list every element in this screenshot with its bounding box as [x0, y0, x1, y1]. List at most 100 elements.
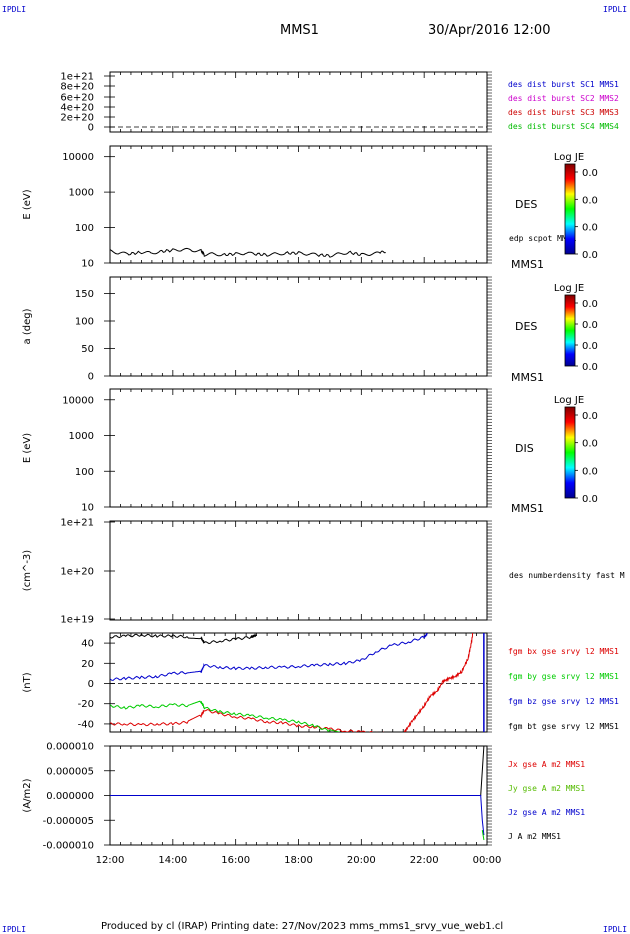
panel-7: 0.000010 0.000005 0.000000 -0.000005 -0.0000… — [22, 742, 585, 867]
panel-4-side-label: DIS — [515, 442, 534, 455]
panel-1-legend-entry: des dist burst SC3 MMS3 — [508, 108, 619, 117]
panel-6-y-tick-label: 20 — [81, 659, 94, 670]
panel-4-colorbar-tick-label: 0.0 — [582, 411, 598, 422]
panel-6-legend-entry: fgm bt gse srvy l2 MMS1 — [508, 722, 619, 731]
panel-1-y-tick-label: 6e+20 — [60, 93, 94, 104]
panel-6-legend-entry: fgm bx gse srvy l2 MMS1 — [508, 647, 619, 656]
panel-3-colorbar-tick-label: 0.0 — [582, 320, 598, 331]
panel-3-colorbar-title: Log JE — [554, 283, 584, 294]
panel-3-bottom-label: MMS1 — [511, 371, 544, 384]
panel-5: 1e+21 1e+20 1e+19 (cm^-3) des numberdensity … — [22, 518, 625, 626]
panel-6-y-tick-label: -40 — [78, 719, 94, 730]
panel-2-colorbar-tick-label: 0.0 — [582, 168, 598, 179]
x-tick-label: 20:00 — [347, 855, 376, 866]
panel-1-legend-entry: des dist burst SC2 MMS2 — [508, 94, 619, 103]
panel-2-overlay-legend: edp scpot MMS1 — [509, 234, 577, 243]
panel-7-legend-entry: J A m2 MMS1 — [508, 832, 561, 841]
panel-7-legend-entry: Jy gse A m2 MMS1 — [508, 784, 585, 793]
panel-7-series-0 — [110, 745, 485, 796]
panel-7-y-tick-label: 0.000000 — [46, 791, 94, 802]
panel-4-colorbar-title: Log JE — [554, 395, 584, 406]
panel-3-y-tick-label: 100 — [75, 317, 94, 328]
panel-6-series-1 — [110, 700, 341, 732]
panel-7-legend-entry: Jz gse A m2 MMS1 — [508, 808, 585, 817]
panel-2-colorbar-bar — [564, 163, 576, 255]
panel-7-y-tick-label: -0.000005 — [43, 816, 94, 827]
panel-1-y-tick-label: 2e+20 — [60, 113, 94, 124]
panel-7-legend-entry: Jx gse A m2 MMS1 — [508, 760, 585, 769]
panel-4-colorbar-bar — [564, 406, 576, 499]
panel-6-series-3 — [110, 633, 257, 645]
panel-5-legend-entry: des numberdensity fast M — [509, 571, 625, 580]
panel-3-colorbar-tick-label: 0.0 — [582, 362, 598, 373]
x-tick-label: 18:00 — [284, 855, 313, 866]
corner-label-bottom-left: IPDLI — [2, 925, 26, 934]
panel-3-y-tick-label: 0 — [88, 372, 94, 383]
panel-3-y-tick-label: 50 — [81, 344, 94, 355]
panel-4-colorbar-tick-label: 0.0 — [582, 466, 598, 477]
panel-2-scpot-series — [109, 247, 386, 258]
x-tick-label: 12:00 — [96, 855, 125, 866]
panel-2-y-axis-label: E (eV) — [22, 189, 33, 219]
panel-3-y-tick-label: 150 — [75, 289, 94, 300]
panel-7-y-tick-label: 0.000010 — [46, 742, 94, 753]
panel-4-y-tick-label: 100 — [75, 467, 94, 478]
footer-text: Produced by cl (IRAP) Printing date: 27/… — [101, 921, 503, 932]
panel-3-colorbar-bar — [564, 294, 576, 367]
panel-7-y-tick-label: 0.000005 — [46, 766, 94, 777]
panel-6-y-tick-label: 40 — [81, 639, 94, 650]
panel-3-frame — [109, 276, 488, 377]
panel-7-series-2 — [481, 830, 485, 841]
panel-6-series-group — [110, 633, 474, 732]
corner-label-top-right: IPDLI — [603, 5, 627, 14]
panel-2-frame — [109, 145, 488, 264]
panel-4-y-tick-label: 10 — [81, 503, 94, 514]
panel-1-y-tick-label: 0 — [88, 123, 94, 134]
panel-2: 10000 1000 100 10 E (eV) DES edp scpot MMS1 MMS… — [22, 145, 598, 271]
panel-5-y-tick-label: 1e+21 — [60, 518, 94, 529]
panel-7-y-tick-label: -0.000010 — [43, 841, 94, 852]
panel-1-y-tick-label: 4e+20 — [60, 103, 94, 114]
panel-2-colorbar-tick-label: 0.0 — [582, 195, 598, 206]
x-tick-label: 14:00 — [158, 855, 187, 866]
header-datetime: 30/Apr/2016 12:00 — [428, 23, 550, 38]
panel-3-side-label: DES — [515, 320, 537, 333]
x-tick-label: 00:00 — [473, 855, 502, 866]
panel-3: 150 100 50 0 a (deg) DES MMS1 Log JE 0.0 0.0 0.0 0.… — [22, 276, 598, 384]
panel-1-y-tick-label: 1e+21 — [60, 72, 94, 83]
panel-5-y-axis-label: (cm^-3) — [22, 550, 33, 591]
panel-5-frame — [109, 520, 488, 621]
panel-4-colorbar-tick-label: 0.0 — [582, 439, 598, 450]
corner-label-top-left: IPDLI — [2, 5, 26, 14]
panel-3-colorbar-tick-label: 0.0 — [582, 341, 598, 352]
panel-6-series-2 — [110, 633, 428, 681]
panel-6-legend-entry: fgm by gse srvy l2 MMS1 — [508, 672, 619, 681]
corner-label-bottom-right: IPDLI — [603, 925, 627, 934]
panel-1-legend-entry: des dist burst SC4 MMS4 — [508, 122, 619, 131]
panel-2-colorbar-tick-label: 0.0 — [582, 223, 598, 234]
panel-5-y-tick-label: 1e+19 — [60, 615, 94, 626]
panel-6-series-0 — [110, 633, 474, 732]
panel-7-y-axis-label: (A/m2) — [22, 778, 33, 812]
panel-2-y-tick-label: 100 — [75, 223, 94, 234]
panel-6-frame — [109, 632, 488, 733]
panel-4-y-axis-label: E (eV) — [22, 433, 33, 463]
panel-3-colorbar-tick-label: 0.0 — [582, 299, 598, 310]
x-tick-label: 22:00 — [410, 855, 439, 866]
panel-5-y-tick-label: 1e+20 — [60, 567, 94, 578]
panel-1-legend-entry: des dist burst SC1 MMS1 — [508, 80, 619, 89]
panel-2-y-tick-label: 10000 — [62, 152, 94, 163]
panel-6: 40 20 0 -20 -40 (nT) fgm bx gse srvy l2 MMS1 fg… — [22, 632, 619, 733]
panel-2-colorbar-title: Log JE — [554, 152, 584, 163]
panel-2-side-label: DES — [515, 198, 537, 211]
panel-4-bottom-label: MMS1 — [511, 502, 544, 515]
panel-6-y-tick-label: 0 — [88, 679, 94, 690]
header-spacecraft: MMS1 — [280, 23, 319, 38]
panel-2-y-tick-label: 10 — [81, 259, 94, 270]
panel-2-y-tick-label: 1000 — [69, 188, 94, 199]
panel-6-y-tick-label: -20 — [78, 699, 94, 710]
panel-1-frame — [109, 71, 488, 133]
